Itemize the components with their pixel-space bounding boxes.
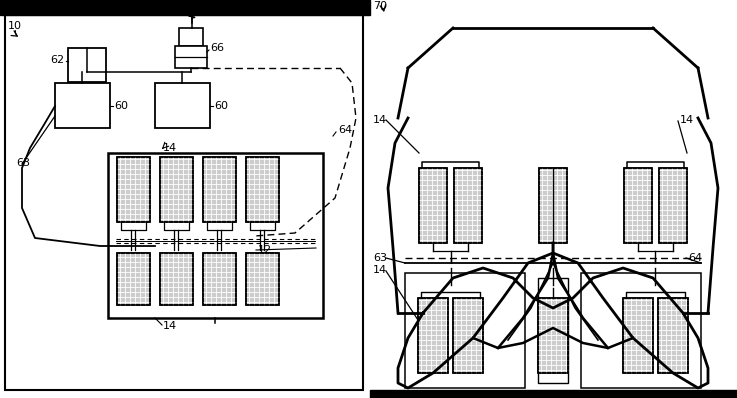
Bar — [5, 15, 363, 390]
Bar — [160, 157, 193, 222]
Bar — [0, 0, 370, 15]
Bar — [246, 157, 279, 222]
Bar — [55, 83, 110, 128]
Bar — [539, 168, 567, 243]
Bar — [203, 157, 236, 222]
Bar — [658, 298, 688, 373]
Bar — [538, 298, 568, 373]
Bar — [246, 253, 279, 305]
Bar — [539, 168, 567, 243]
Text: 14: 14 — [373, 265, 387, 275]
Text: 68: 68 — [196, 5, 210, 15]
Bar — [203, 253, 236, 305]
Text: 12: 12 — [258, 245, 272, 255]
Text: 66: 66 — [210, 43, 224, 53]
Bar — [418, 298, 448, 373]
Bar — [405, 273, 525, 388]
Bar — [68, 48, 106, 82]
Bar — [659, 168, 687, 243]
Text: 63: 63 — [373, 253, 387, 263]
Text: 14: 14 — [373, 115, 387, 125]
Bar — [659, 168, 687, 243]
Text: 60: 60 — [214, 101, 228, 111]
Bar — [419, 168, 447, 243]
Bar — [117, 253, 150, 305]
Text: 64: 64 — [688, 253, 702, 263]
Bar — [624, 168, 652, 243]
Text: 10: 10 — [8, 21, 22, 31]
Bar — [454, 168, 482, 243]
Bar — [453, 298, 483, 373]
Bar — [246, 253, 279, 305]
Bar — [658, 298, 688, 373]
Bar — [160, 157, 193, 222]
Text: 14: 14 — [163, 321, 177, 331]
Bar — [117, 157, 150, 222]
Bar — [541, 311, 565, 333]
Bar — [581, 273, 701, 388]
Bar — [538, 298, 568, 373]
Text: 60: 60 — [114, 101, 128, 111]
Bar — [624, 168, 652, 243]
Bar — [117, 157, 150, 222]
Text: 70: 70 — [373, 1, 387, 11]
Text: 14: 14 — [680, 115, 694, 125]
Bar — [246, 157, 279, 222]
Text: 63: 63 — [16, 158, 30, 168]
Bar — [418, 298, 448, 373]
Bar — [203, 157, 236, 222]
Bar — [160, 253, 193, 305]
Bar — [155, 83, 210, 128]
Text: 14: 14 — [163, 143, 177, 153]
Bar — [108, 153, 323, 318]
Bar — [117, 253, 150, 305]
Bar — [179, 28, 203, 46]
Text: 62: 62 — [50, 55, 64, 65]
Bar — [370, 390, 737, 398]
Bar — [203, 253, 236, 305]
Bar — [454, 168, 482, 243]
Bar — [453, 298, 483, 373]
Bar — [623, 298, 653, 373]
Text: 64: 64 — [338, 125, 352, 135]
Bar — [175, 46, 207, 68]
Bar — [538, 278, 568, 383]
Bar — [623, 298, 653, 373]
Bar — [160, 253, 193, 305]
Bar — [419, 168, 447, 243]
